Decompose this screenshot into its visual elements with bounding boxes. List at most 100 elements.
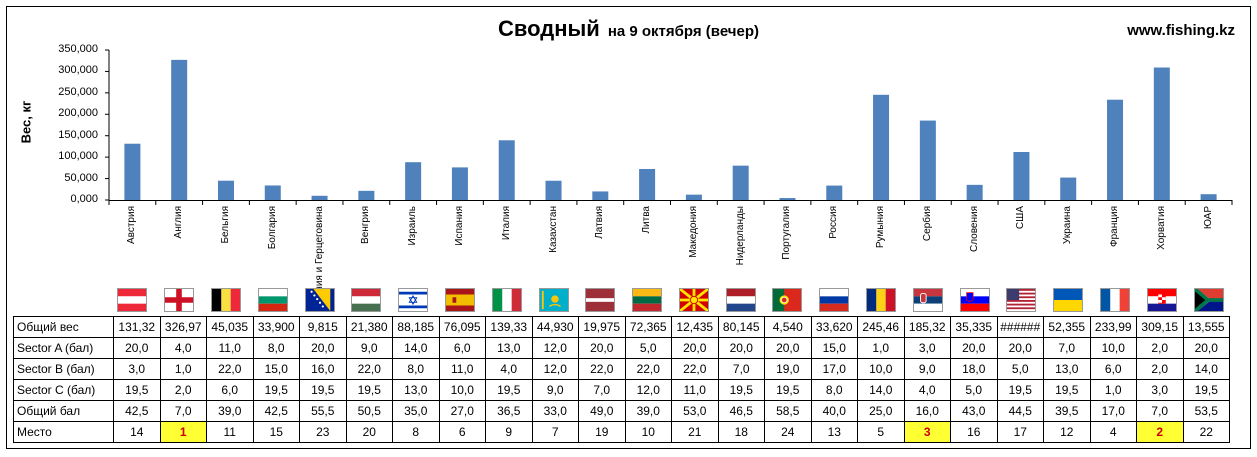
table-cell: 22,0 (206, 358, 254, 380)
bar-16 (873, 94, 890, 200)
table-cell: 18,0 (950, 358, 998, 380)
table-cell: 14,0 (392, 337, 440, 359)
table-cell: 309,15 (1136, 316, 1184, 338)
table-cell: 55,5 (299, 400, 347, 422)
table-cell: 23 (299, 421, 347, 443)
table-cell: 16 (950, 421, 998, 443)
croatia-flag (1146, 288, 1177, 312)
table-cell: 13,0 (1043, 358, 1091, 380)
bar-14 (779, 198, 796, 200)
table-cell: 13,555 (1182, 316, 1230, 338)
x-tick-label: Нидерланды (734, 206, 746, 266)
table-cell: 20,0 (578, 337, 626, 359)
table-cell: 33,0 (531, 400, 579, 422)
table-cell: 88,185 (392, 316, 440, 338)
table-cell: 14,0 (857, 379, 905, 401)
table-cell: 35,0 (392, 400, 440, 422)
table-cell: 76,095 (438, 316, 486, 338)
table-cell: 19,5 (345, 379, 393, 401)
table-cell: 14,0 (1182, 358, 1230, 380)
bar-20 (1060, 177, 1077, 200)
table-cell: 12,0 (624, 379, 672, 401)
bar-1 (171, 59, 188, 201)
table-cell: 36,5 (485, 400, 533, 422)
table-cell: 3,0 (1136, 379, 1184, 401)
table-cell: 7,0 (1136, 400, 1184, 422)
title-main: Сводный (497, 16, 600, 41)
ukraine-flag (1053, 288, 1084, 312)
table-cell: 12 (1043, 421, 1091, 443)
table-cell: 6,0 (438, 337, 486, 359)
y-tick-label: 150,000 (58, 128, 98, 141)
bar-0 (124, 143, 141, 200)
table-cell: 2,0 (1136, 337, 1184, 359)
table-cell: 72,365 (624, 316, 672, 338)
table-cell: 42,5 (113, 400, 161, 422)
belgium-flag (210, 288, 241, 312)
table-cell: 22,0 (671, 358, 719, 380)
bar-10 (592, 191, 609, 200)
table-cell: 20,0 (764, 337, 812, 359)
bar-2 (217, 180, 234, 200)
table-cell: 80,145 (717, 316, 765, 338)
table-cell: 21 (671, 421, 719, 443)
table-cell: 8,0 (810, 379, 858, 401)
table-cell: 52,355 (1043, 316, 1091, 338)
table-cell: 6,0 (206, 379, 254, 401)
romania-flag (866, 288, 897, 312)
israel-flag (398, 288, 429, 312)
chart-frame (6, 6, 1251, 449)
table-cell: 35,335 (950, 316, 998, 338)
table-cell: 19,5 (996, 379, 1044, 401)
south-africa-flag (1193, 288, 1224, 312)
x-tick-label: Италия (500, 206, 512, 241)
y-tick-label: 200,000 (58, 107, 98, 120)
table-cell: 7,0 (1043, 337, 1091, 359)
table-cell: 2 (1136, 421, 1184, 443)
table-row: Sector B (бал) 3,0 1,0 22,0 15,0 16,0 22,0 8,0 1… (13, 358, 1230, 380)
table-cell: 39,0 (206, 400, 254, 422)
table-cell: 21,380 (345, 316, 393, 338)
table-cell: 43,0 (950, 400, 998, 422)
x-tick-label: Словения (968, 206, 980, 253)
bar-6 (405, 162, 422, 200)
spain-flag (444, 288, 475, 312)
table-cell: 44,5 (996, 400, 1044, 422)
table-cell: 17,0 (1089, 400, 1137, 422)
x-tick-label: Израиль (407, 206, 419, 246)
results-table: Общий вес 131,32 326,97 45,035 33,900 9,815 21… (13, 316, 1230, 443)
table-cell: 4 (1089, 421, 1137, 443)
table-cell: 13,0 (485, 337, 533, 359)
bar-17 (919, 120, 936, 200)
table-cell: 10,0 (1089, 337, 1137, 359)
table-cell: 14 (113, 421, 161, 443)
table-row: Общий бал 42,5 7,0 39,0 42,5 55,5 50,5 35,0 27,0… (13, 400, 1230, 422)
table-cell: 5 (857, 421, 905, 443)
table-row: Sector A (бал) 20,0 4,0 11,0 8,0 20,0 9,0 14,0 6… (13, 337, 1230, 359)
table-cell: 7,0 (578, 379, 626, 401)
x-tick-label: Испания (453, 206, 465, 246)
x-tick-label: Латвия (594, 206, 606, 239)
table-cell: 2,0 (1136, 358, 1184, 380)
y-tick-label: 0,000 (70, 193, 98, 205)
table-cell: 50,5 (345, 400, 393, 422)
x-tick-label: ЮАР (1202, 206, 1214, 230)
table-cell: ###### (996, 316, 1044, 338)
x-tick-label: Украина (1062, 206, 1074, 245)
table-cell: 40,0 (810, 400, 858, 422)
bar-15 (826, 185, 843, 200)
table-cell: 17,0 (810, 358, 858, 380)
table-cell: 19,5 (1043, 379, 1091, 401)
table-cell: 39,5 (1043, 400, 1091, 422)
table-cell: 1,0 (857, 337, 905, 359)
table-cell: 19,5 (252, 379, 300, 401)
table-cell: 3,0 (903, 337, 951, 359)
table-cell: 19 (578, 421, 626, 443)
table-cell: 44,930 (531, 316, 579, 338)
table-cell: 9,0 (531, 379, 579, 401)
macedonia-flag (678, 288, 709, 312)
table-cell: 20,0 (950, 337, 998, 359)
slovenia-flag (959, 288, 990, 312)
table-cell: 6,0 (1089, 358, 1137, 380)
table-cell: 22,0 (624, 358, 672, 380)
